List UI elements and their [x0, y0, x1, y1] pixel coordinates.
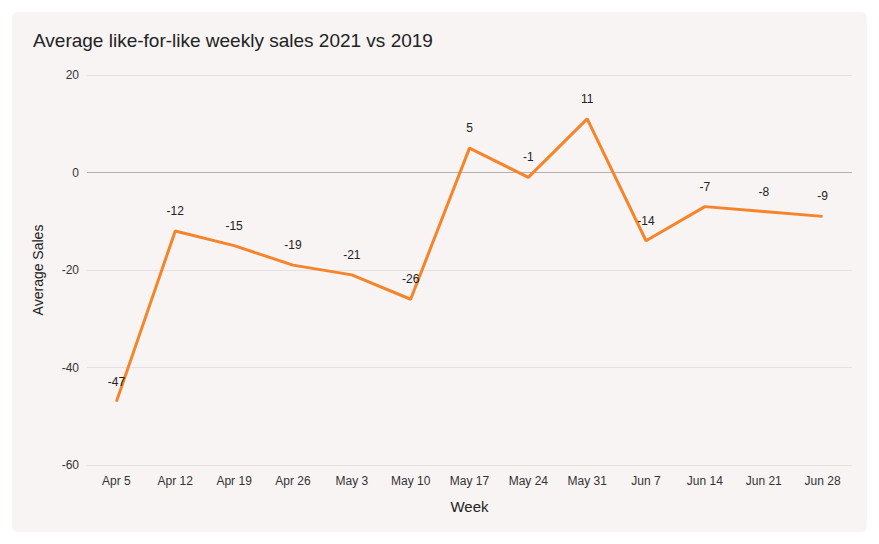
svg-text:-12: -12 [167, 204, 185, 218]
svg-text:Jun 21: Jun 21 [746, 474, 782, 488]
svg-text:-8: -8 [758, 185, 769, 199]
svg-text:-15: -15 [225, 219, 243, 233]
svg-text:-7: -7 [700, 180, 711, 194]
svg-text:Apr 19: Apr 19 [216, 474, 252, 488]
svg-text:-19: -19 [284, 238, 302, 252]
svg-text:May 3: May 3 [335, 474, 368, 488]
svg-text:-21: -21 [343, 248, 361, 262]
svg-text:-47: -47 [108, 375, 126, 389]
svg-text:-1: -1 [523, 150, 534, 164]
svg-text:May 31: May 31 [568, 474, 608, 488]
svg-text:Average like-for-like weekly s: Average like-for-like weekly sales 2021 … [33, 30, 433, 51]
svg-text:-26: -26 [402, 272, 420, 286]
svg-text:May 24: May 24 [509, 474, 549, 488]
svg-text:Apr 26: Apr 26 [275, 474, 311, 488]
svg-text:0: 0 [72, 166, 79, 180]
svg-text:Jun 28: Jun 28 [805, 474, 841, 488]
svg-text:11: 11 [581, 92, 594, 106]
svg-text:Apr 12: Apr 12 [158, 474, 194, 488]
svg-text:Apr 5: Apr 5 [102, 474, 131, 488]
svg-text:20: 20 [66, 68, 80, 82]
svg-text:5: 5 [466, 121, 473, 135]
svg-text:Jun 7: Jun 7 [631, 474, 661, 488]
svg-text:-20: -20 [62, 263, 80, 277]
svg-text:May 17: May 17 [450, 474, 490, 488]
svg-text:Week: Week [450, 498, 489, 515]
svg-text:-40: -40 [62, 361, 80, 375]
svg-text:Average Sales: Average Sales [30, 225, 46, 316]
svg-text:-14: -14 [637, 214, 655, 228]
svg-text:Jun 14: Jun 14 [687, 474, 723, 488]
svg-text:-9: -9 [817, 189, 828, 203]
svg-text:May 10: May 10 [391, 474, 431, 488]
svg-text:-60: -60 [62, 458, 80, 472]
